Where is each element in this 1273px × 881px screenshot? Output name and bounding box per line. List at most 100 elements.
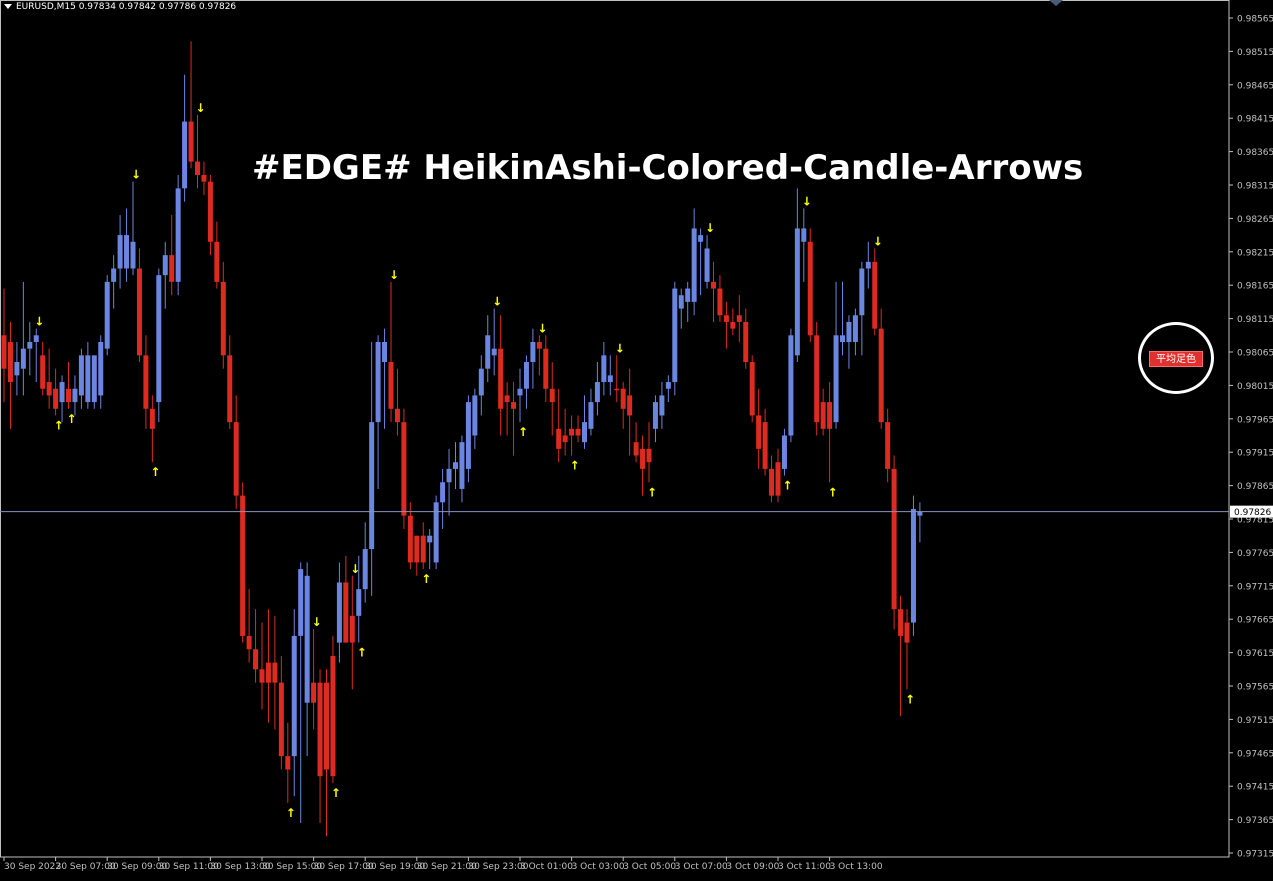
candle-body xyxy=(85,355,90,402)
x-tick-label: 3 Oct 03:00 xyxy=(572,862,625,872)
x-tick-label: 3 Oct 05:00 xyxy=(623,862,676,872)
candle-body xyxy=(363,549,368,589)
candle-body xyxy=(866,262,871,269)
candle-body xyxy=(743,322,748,362)
candle-body xyxy=(34,335,39,342)
x-tick-label: 3 Oct 01:00 xyxy=(520,862,573,872)
arrow-down-icon: ↓ xyxy=(131,168,141,182)
y-tick-label: 0.98565 xyxy=(1237,15,1273,25)
indicator-title: #EDGE# HeikinAshi-Colored-Candle-Arrows xyxy=(252,148,1083,188)
candle-body xyxy=(730,322,735,329)
arrow-down-icon: ↓ xyxy=(802,194,812,208)
y-tick-label: 0.98315 xyxy=(1237,182,1273,192)
candle-body xyxy=(511,402,516,409)
candle-body xyxy=(79,355,84,395)
candle-body xyxy=(524,362,529,389)
candle-body xyxy=(2,335,7,368)
candle-body xyxy=(614,389,619,391)
y-tick-label: 0.97465 xyxy=(1237,749,1273,759)
candle-body xyxy=(324,683,329,770)
candle-body xyxy=(911,509,916,623)
arrow-up-icon: ↑ xyxy=(357,646,367,660)
candle-body xyxy=(111,269,116,282)
candle-body xyxy=(401,422,406,516)
arrow-down-icon: ↓ xyxy=(389,268,399,282)
candle-body xyxy=(343,582,348,642)
candle-body xyxy=(459,442,464,489)
candle-body xyxy=(131,242,136,269)
y-tick-label: 0.97315 xyxy=(1237,850,1273,860)
candle-body xyxy=(285,756,290,769)
y-tick-label: 0.98015 xyxy=(1237,382,1273,392)
candle-body xyxy=(66,389,71,402)
y-tick-label: 0.97415 xyxy=(1237,783,1273,793)
candle-body xyxy=(414,536,419,563)
candle-body xyxy=(750,362,755,415)
candle-body xyxy=(827,402,832,429)
candle-body xyxy=(776,462,781,495)
candle-body xyxy=(537,342,542,349)
candle-body xyxy=(376,342,381,422)
y-tick-label: 0.97365 xyxy=(1237,816,1273,826)
candle-body xyxy=(447,469,452,482)
candle-body xyxy=(292,636,297,756)
y-tick-label: 0.98365 xyxy=(1237,148,1273,158)
candle-body xyxy=(189,122,194,162)
candle-body xyxy=(627,395,632,415)
candle-body xyxy=(318,683,323,777)
candle-body xyxy=(556,429,561,449)
candle-body xyxy=(472,395,477,435)
candle-body xyxy=(666,382,671,389)
candle-body xyxy=(195,162,200,175)
candle-body xyxy=(569,429,574,436)
candle-body xyxy=(905,623,910,643)
candle-body xyxy=(221,282,226,355)
arrow-up-icon: ↑ xyxy=(782,479,792,493)
candle-body xyxy=(840,335,845,342)
candle-body xyxy=(60,382,65,402)
candle-body xyxy=(530,342,535,362)
x-tick-label: 3 Oct 09:00 xyxy=(726,862,779,872)
arrow-down-icon: ↓ xyxy=(492,295,502,309)
symbol-ohlc-text: EURUSD,M15 0.97834 0.97842 0.97786 0.978… xyxy=(16,2,236,12)
candle-body xyxy=(485,335,490,368)
candle-body xyxy=(769,469,774,496)
x-tick-label: 3 Oct 07:00 xyxy=(675,862,728,872)
arrow-down-icon: ↓ xyxy=(705,221,715,235)
candle-body xyxy=(711,282,716,289)
dropdown-triangle-icon[interactable] xyxy=(4,4,12,9)
candle-body xyxy=(717,289,722,316)
candle-body xyxy=(305,576,310,703)
candle-body xyxy=(421,536,426,563)
y-tick-label: 0.98415 xyxy=(1237,115,1273,125)
y-tick-label: 0.98515 xyxy=(1237,48,1273,58)
arrow-up-icon: ↑ xyxy=(905,692,915,706)
candle-body xyxy=(846,322,851,342)
ma-color-toggle-button[interactable]: 平均足色 xyxy=(1149,351,1203,367)
arrow-up-icon: ↑ xyxy=(331,786,341,800)
candle-body xyxy=(698,235,703,242)
candle-body xyxy=(311,683,316,703)
candle-body xyxy=(163,255,168,275)
x-tick-label: 3 Oct 11:00 xyxy=(778,862,831,872)
candle-body xyxy=(427,536,432,543)
arrow-up-icon: ↑ xyxy=(150,465,160,479)
shift-marker-icon[interactable] xyxy=(1049,0,1063,6)
candle-body xyxy=(150,409,155,429)
candle-body xyxy=(685,289,690,302)
x-tick-label: 30 Sep 2022 xyxy=(4,862,61,872)
candle-body xyxy=(389,362,394,409)
candle-body xyxy=(124,235,129,268)
arrow-up-icon: ↑ xyxy=(421,572,431,586)
candle-body xyxy=(208,182,213,242)
candle-body xyxy=(550,389,555,402)
candle-body xyxy=(576,429,581,436)
arrow-down-icon: ↓ xyxy=(537,321,547,335)
candle-body xyxy=(169,255,174,282)
y-tick-label: 0.97515 xyxy=(1237,716,1273,726)
candle-body xyxy=(705,248,710,281)
candle-body xyxy=(808,242,813,336)
candle-body xyxy=(505,395,510,402)
